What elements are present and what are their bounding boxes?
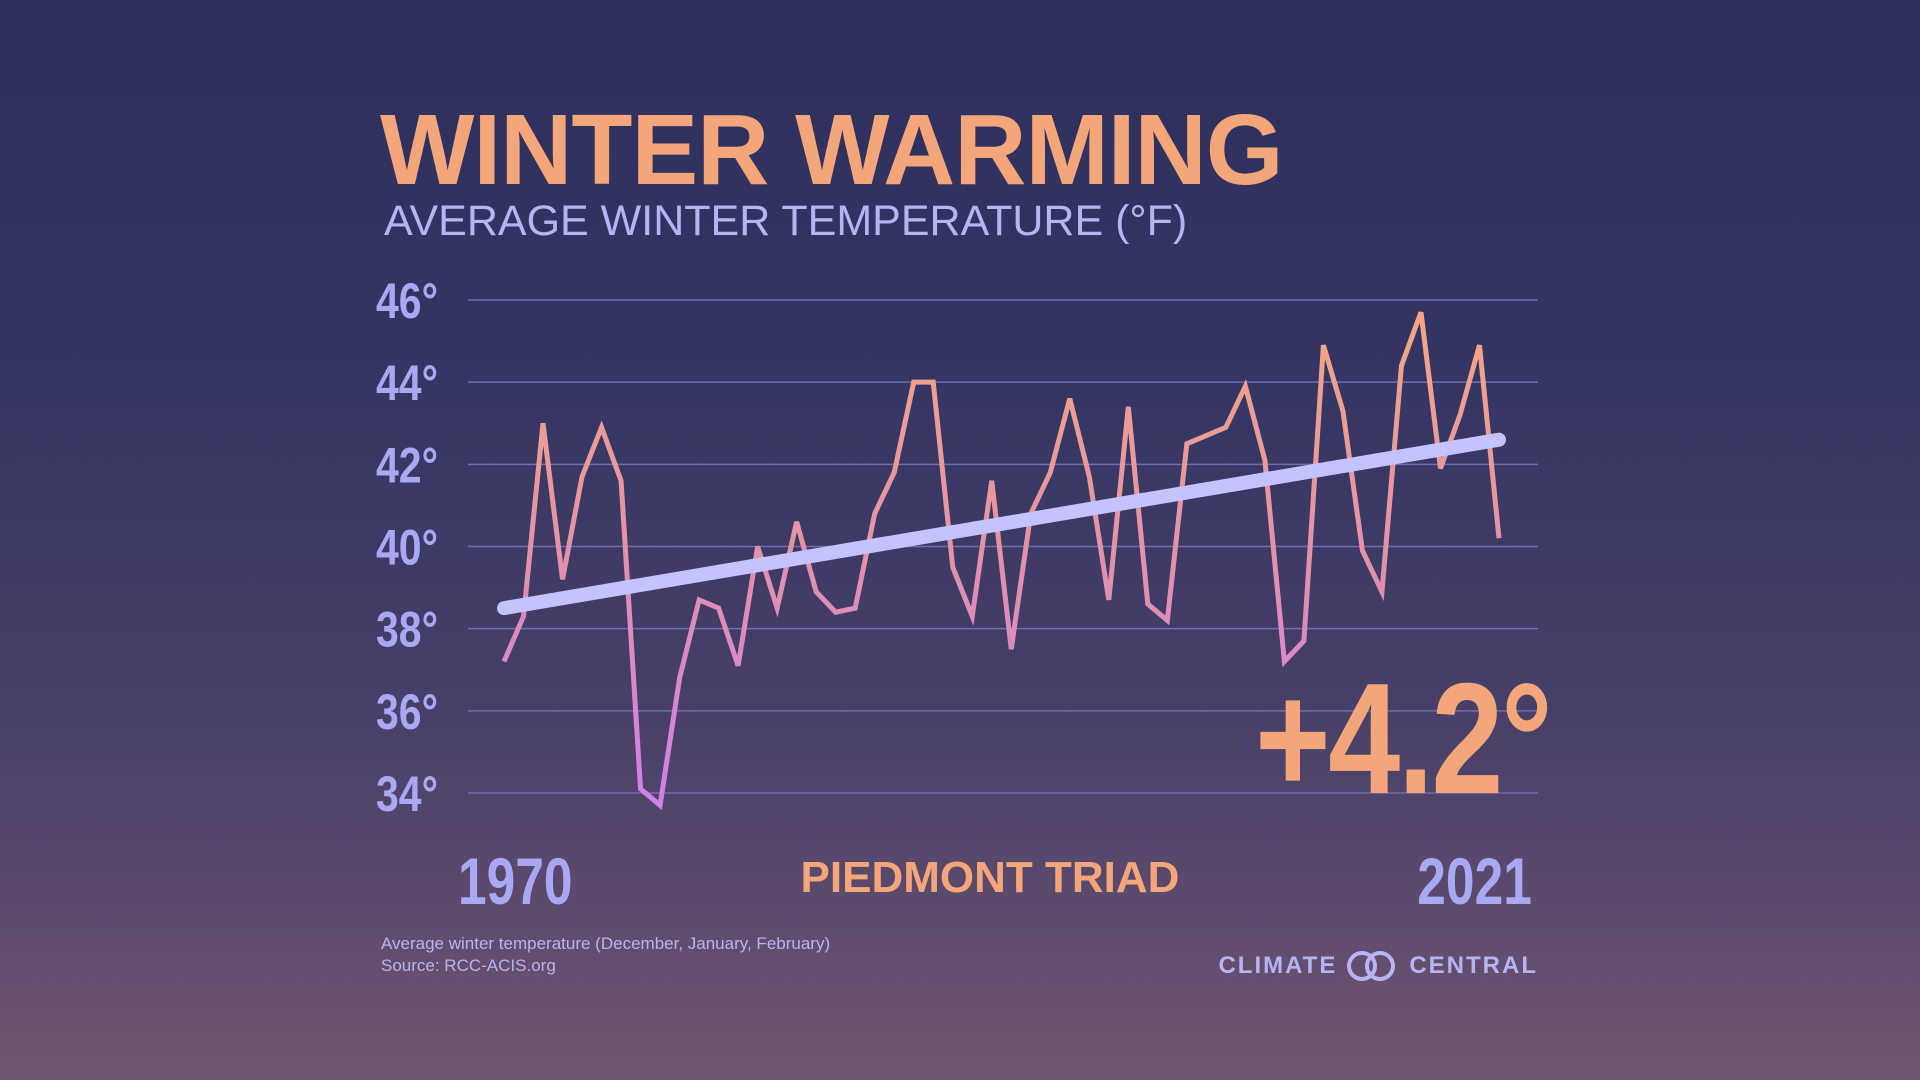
footnote: Average winter temperature (December, Ja… <box>381 933 830 977</box>
chart-title: WINTER WARMING <box>380 94 1284 206</box>
y-tick-label: 42° <box>376 437 438 493</box>
y-tick-label: 38° <box>376 602 438 658</box>
y-tick-label: 46° <box>376 273 438 329</box>
temperature-series-line <box>501 311 1502 811</box>
temperature-change-label: +4.2° <box>1255 651 1553 827</box>
footnote-source: Source: RCC-ACIS.org <box>381 956 556 975</box>
footnote-description: Average winter temperature (December, Ja… <box>381 934 831 953</box>
end-year-label: 2021 <box>1417 844 1532 918</box>
climate-central-logo: CLIMATE CENTRAL <box>1218 951 1538 981</box>
logo-rings-icon <box>1347 951 1399 981</box>
region-label: PIEDMONT TRIAD <box>800 853 1180 902</box>
trend-line <box>497 432 1506 616</box>
y-tick-label: 34° <box>376 766 438 822</box>
y-tick-label: 44° <box>376 355 438 411</box>
chart-subtitle: AVERAGE WINTER TEMPERATURE (°F) <box>384 197 1188 245</box>
logo-text-right: CENTRAL <box>1409 952 1538 979</box>
y-tick-label: 36° <box>376 684 438 740</box>
y-tick-label: 40° <box>376 520 438 576</box>
logo-text-left: CLIMATE <box>1218 952 1338 979</box>
start-year-label: 1970 <box>458 844 573 918</box>
